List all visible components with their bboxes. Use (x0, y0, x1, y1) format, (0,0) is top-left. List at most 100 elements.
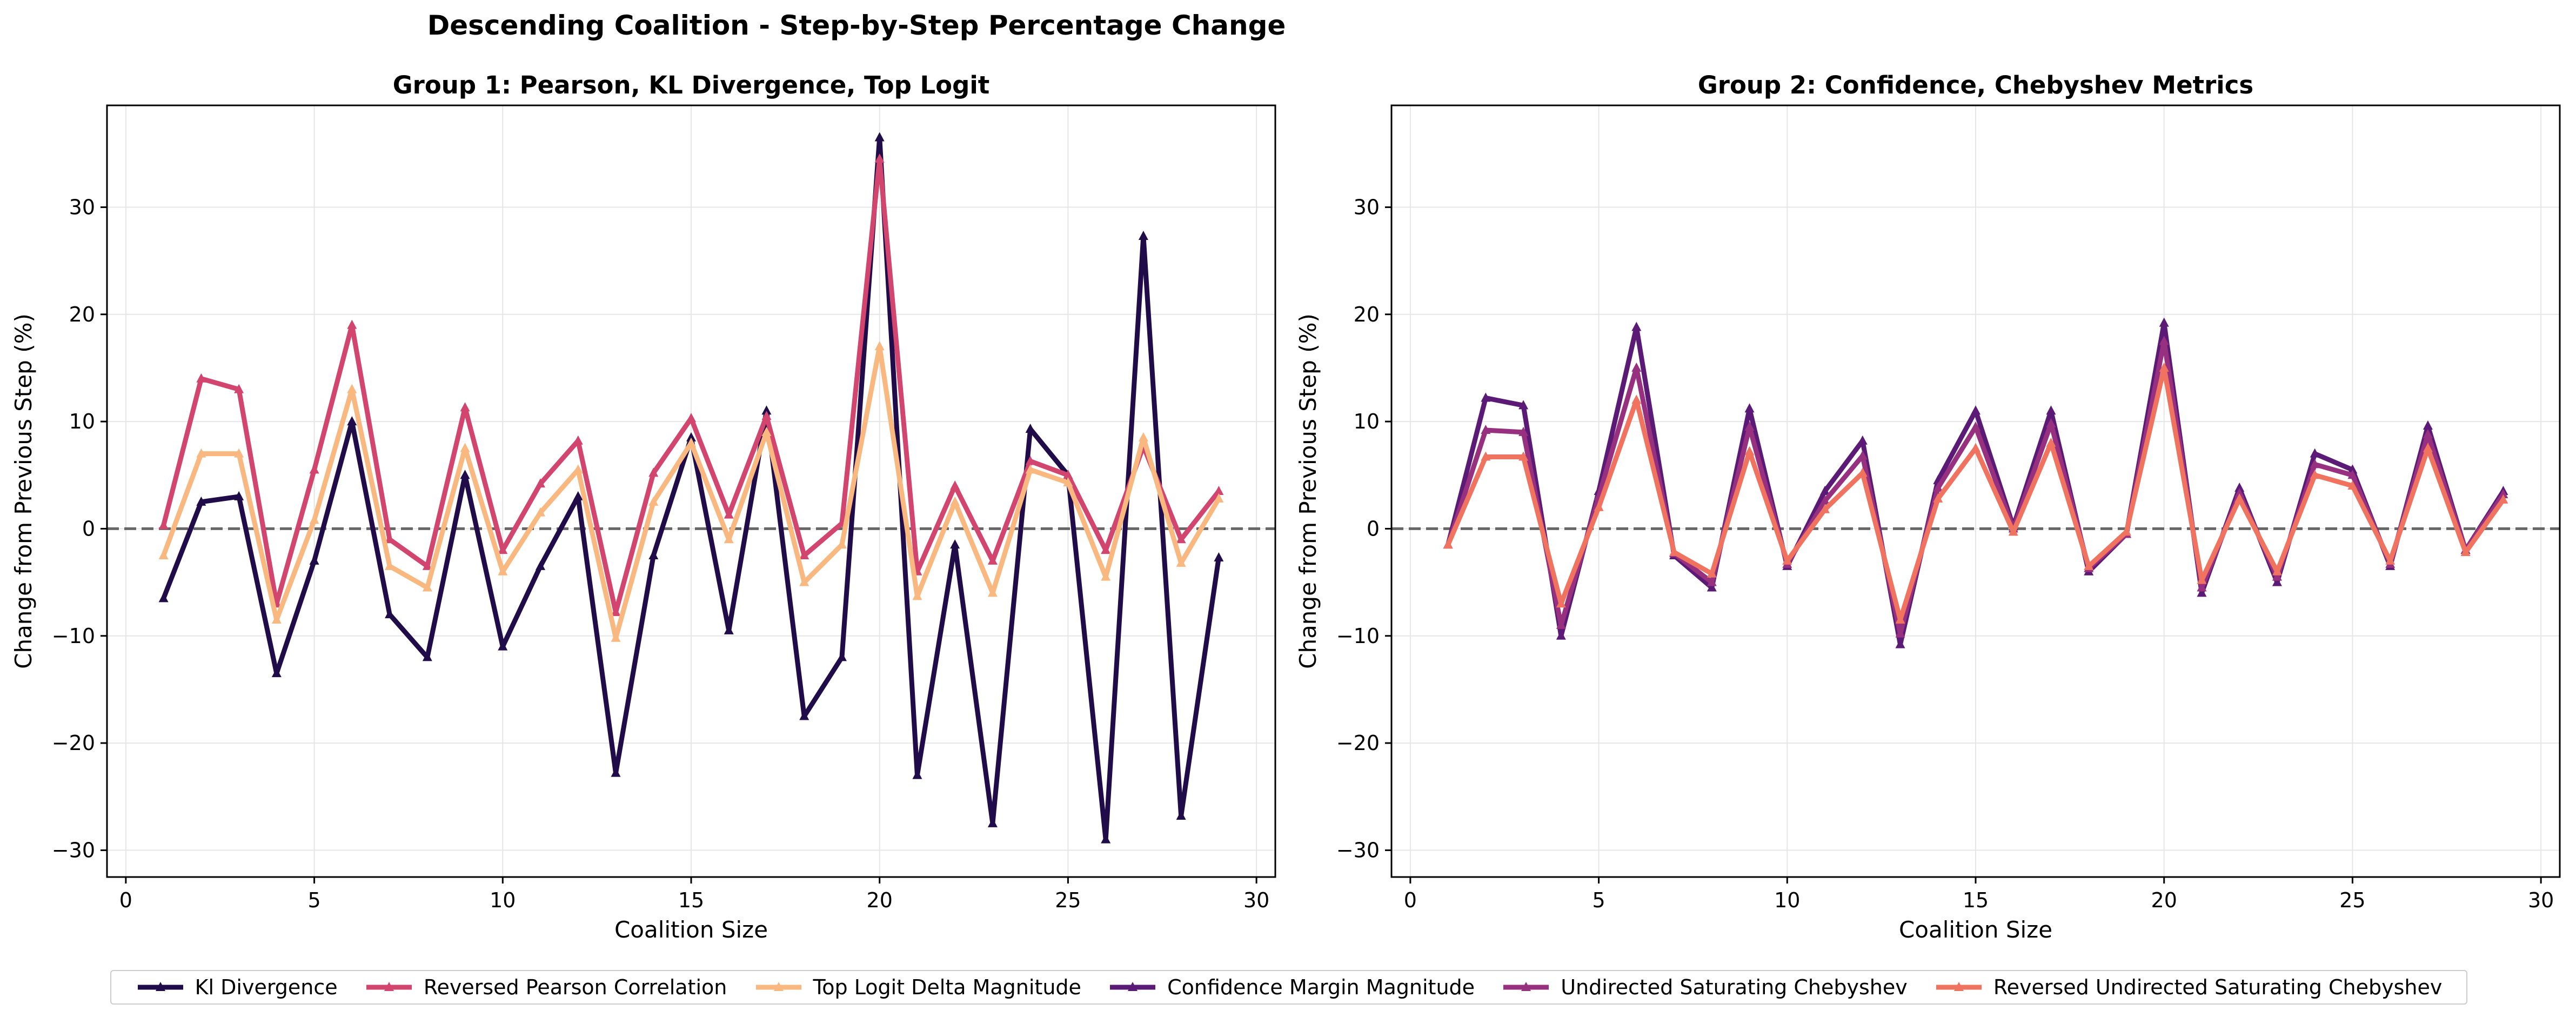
x-tick-label: 5 (1592, 888, 1605, 912)
y-tick-label: −30 (52, 838, 95, 862)
data-point (2310, 470, 2320, 479)
x-tick-label: 20 (2151, 888, 2177, 912)
x-tick-label: 25 (1055, 888, 1081, 912)
data-point (2310, 448, 2320, 458)
legend-label: Top Logit Delta Magnitude (813, 975, 1081, 999)
x-tick-label: 10 (1774, 888, 1800, 912)
data-point (1518, 451, 1529, 461)
data-point (234, 384, 244, 393)
data-point (1933, 483, 1943, 492)
y-axis-label: Change from Previous Step (%) (10, 313, 37, 669)
figure-title: Descending Coalition - Step-by-Step Perc… (427, 10, 1286, 41)
data-point (686, 432, 696, 441)
data-point (1895, 628, 1905, 638)
data-point (611, 607, 621, 617)
data-point (761, 411, 772, 420)
x-tick-label: 0 (119, 888, 132, 912)
data-point (196, 448, 206, 458)
data-point (385, 609, 395, 619)
legend-item: Top Logit Delta Magnitude (754, 975, 1081, 999)
data-point (1594, 501, 1604, 511)
data-point (2460, 547, 2471, 557)
legend-swatch-icon (1503, 982, 1549, 991)
data-point (1820, 495, 1830, 505)
y-tick-label: −10 (52, 624, 95, 648)
legend-swatch-icon (137, 982, 183, 991)
data-point (2159, 362, 2169, 372)
data-point (196, 496, 206, 506)
data-point (2084, 560, 2094, 570)
data-point (234, 491, 244, 500)
data-point (2310, 459, 2320, 469)
data-point (1025, 423, 1035, 433)
data-point (648, 550, 659, 559)
data-point (498, 566, 508, 575)
data-point (309, 514, 319, 524)
legend-label: Reversed Pearson Correlation (423, 975, 727, 999)
data-point (1176, 534, 1186, 544)
data-point (1782, 555, 1792, 565)
data-point (912, 769, 922, 779)
data-point (271, 668, 282, 678)
data-point (1971, 421, 1980, 431)
data-point (573, 435, 583, 445)
data-point (2121, 526, 2131, 536)
data-point (950, 480, 960, 490)
data-point (912, 591, 922, 600)
y-tick-label: 10 (69, 410, 95, 433)
data-point (837, 652, 847, 661)
x-tick-label: 10 (490, 888, 516, 912)
data-point (2159, 317, 2169, 327)
data-point (460, 470, 470, 479)
data-point (724, 625, 734, 634)
y-tick-label: −20 (1336, 731, 1380, 755)
chart-panel-2: 0 5 10 15 20 25 30 −30 −20 −10 0 10 20 30 Group 2: Con… (1295, 71, 2561, 943)
data-point (460, 443, 470, 452)
legend-item: Reversed Undirected Saturating Chebyshev (1934, 975, 2442, 999)
data-point (234, 448, 244, 458)
data-point (1214, 552, 1224, 561)
data-point (271, 614, 282, 624)
legend-item: Kl Divergence (136, 975, 338, 999)
data-point (2272, 566, 2282, 575)
data-point (2385, 555, 2396, 565)
data-point (498, 641, 508, 651)
data-point (1443, 539, 1453, 549)
data-point (761, 426, 772, 436)
data-point (422, 582, 432, 592)
data-point (1138, 432, 1148, 441)
data-point (799, 577, 809, 586)
data-point (1101, 834, 1111, 844)
data-point (648, 467, 659, 477)
data-point (611, 632, 621, 642)
data-point (1063, 470, 1073, 479)
data-point (837, 539, 847, 549)
legend-item: Confidence Margin Magnitude (1108, 975, 1475, 999)
legend-label: Reversed Undirected Saturating Chebyshev (1993, 975, 2443, 999)
x-axis-label: Coalition Size (1899, 916, 2052, 943)
data-point (950, 496, 960, 506)
data-point (724, 534, 734, 544)
data-point (1744, 403, 1755, 413)
data-point (1631, 394, 1642, 404)
data-point (573, 464, 583, 474)
data-point (2272, 571, 2282, 581)
data-point (422, 652, 432, 661)
data-point (158, 593, 169, 603)
data-point (987, 555, 998, 565)
legend-swatch-icon (755, 982, 801, 991)
data-point (1176, 557, 1186, 567)
data-point (1518, 426, 1529, 436)
y-tick-label: 20 (69, 303, 95, 326)
data-point (1481, 451, 1491, 461)
data-point (422, 560, 432, 570)
data-point (1176, 810, 1186, 820)
y-tick-label: −10 (1336, 624, 1380, 648)
data-point (686, 413, 696, 423)
data-point (158, 550, 169, 559)
data-point (1971, 405, 1980, 415)
chart-title: Group 2: Confidence, Chebyshev Metrics (1698, 71, 2253, 99)
data-point (309, 464, 319, 474)
data-point (1820, 504, 1830, 513)
data-point (536, 560, 546, 570)
